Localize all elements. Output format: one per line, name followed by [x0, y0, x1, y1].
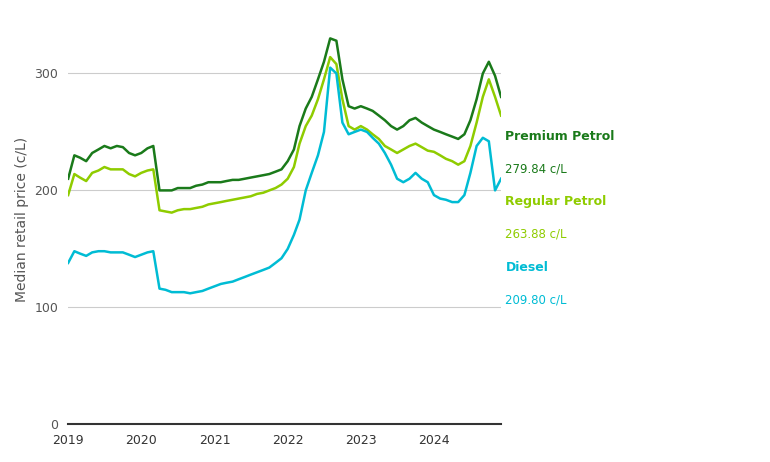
- Text: Premium Petrol: Premium Petrol: [505, 130, 614, 143]
- Text: 279.84 c/L: 279.84 c/L: [505, 162, 567, 176]
- Text: Diesel: Diesel: [505, 261, 548, 274]
- Text: 263.88 c/L: 263.88 c/L: [505, 228, 567, 241]
- Text: 209.80 c/L: 209.80 c/L: [505, 293, 567, 306]
- Text: Regular Petrol: Regular Petrol: [505, 195, 607, 208]
- Y-axis label: Median retail price (c/L): Median retail price (c/L): [15, 137, 29, 302]
